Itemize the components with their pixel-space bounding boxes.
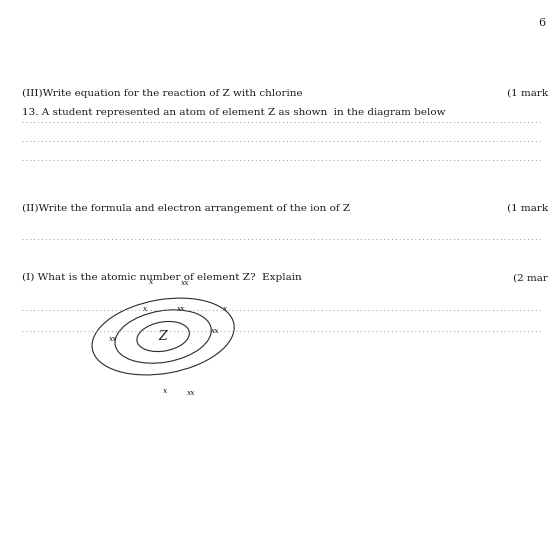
- Text: xx: xx: [109, 334, 117, 343]
- Text: x: x: [223, 305, 227, 312]
- Text: xx: xx: [181, 278, 189, 287]
- Text: xx: xx: [211, 326, 220, 334]
- Text: (I) What is the atomic number of element Z?  Explain: (I) What is the atomic number of element…: [22, 273, 302, 282]
- Text: Z: Z: [159, 330, 168, 343]
- Text: (1 mark: (1 mark: [507, 204, 548, 213]
- Text: xx: xx: [187, 389, 195, 396]
- Text: 6: 6: [538, 18, 545, 28]
- Text: (2 mar: (2 mar: [513, 273, 548, 282]
- Text: x: x: [163, 386, 167, 395]
- Text: (III)Write equation for the reaction of Z with chlorine: (III)Write equation for the reaction of …: [22, 89, 302, 98]
- Text: (1 mark: (1 mark: [507, 89, 548, 98]
- Text: 13. A student represented an atom of element Z as shown  in the diagram below: 13. A student represented an atom of ele…: [22, 108, 446, 117]
- Text: xx: xx: [177, 305, 185, 312]
- Text: x: x: [143, 305, 147, 312]
- Text: x: x: [149, 277, 153, 286]
- Text: (II)Write the formula and electron arrangement of the ion of Z: (II)Write the formula and electron arran…: [22, 204, 350, 213]
